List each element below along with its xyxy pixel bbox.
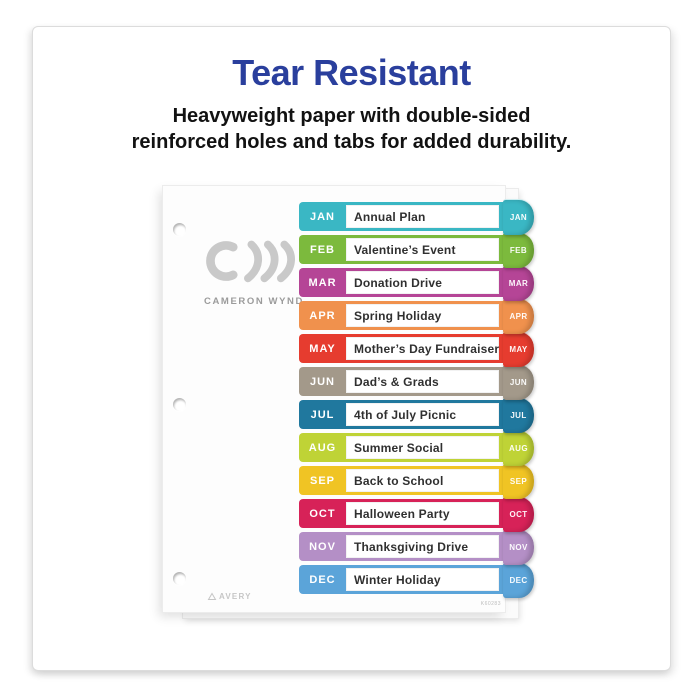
month-side-tab: APR: [503, 298, 534, 334]
month-row-bar: JAN Annual Plan: [299, 202, 505, 231]
month-side-tab: NOV: [503, 529, 534, 565]
month-row-bar: APR Spring Holiday: [299, 301, 505, 330]
month-row: OCT Halloween Party OCT: [299, 496, 534, 532]
month-abbr-label: DEC: [309, 573, 336, 586]
month-abbr-label: APR: [309, 309, 336, 322]
month-side-tab: JAN: [503, 199, 534, 235]
fine-print-code: K60283: [480, 601, 501, 607]
month-abbr-label: JAN: [309, 210, 335, 223]
cameron-wynd-logo: CAMERON WYND: [195, 238, 313, 307]
tab-month-label: JUN: [509, 378, 528, 387]
month-entry-label: Halloween Party: [346, 502, 499, 525]
avery-triangle-icon: [207, 592, 217, 600]
month-entry-label: Dad’s & Grads: [346, 370, 499, 393]
month-abbr-label: AUG: [308, 441, 337, 454]
month-entry-label: Mother’s Day Fundraiser: [346, 337, 499, 360]
month-row: AUG Summer Social AUG: [299, 430, 534, 466]
month-row-bar: NOV Thanksgiving Drive: [299, 532, 505, 561]
punch-hole-top: [173, 223, 186, 236]
month-rows: JAN Annual Plan JAN FEB Valentine’s Even…: [299, 199, 534, 598]
avery-logo: AVERY: [207, 592, 252, 601]
tab-month-label: FEB: [509, 246, 528, 255]
month-row-bar: JUN Dad’s & Grads: [299, 367, 505, 396]
punch-hole-middle: [173, 398, 186, 411]
month-side-tab: MAY: [503, 331, 534, 367]
month-entry-label: Back to School: [346, 469, 499, 492]
tab-month-label: NOV: [509, 543, 528, 552]
month-row: JUL 4th of July Picnic JUL: [299, 397, 534, 433]
tab-month-label: MAY: [509, 345, 528, 354]
month-entry-label: Spring Holiday: [346, 304, 499, 327]
month-row-bar: SEP Back to School: [299, 466, 505, 495]
tab-month-label: APR: [509, 312, 528, 321]
tab-month-label: JUL: [510, 411, 527, 420]
month-abbr-label: NOV: [309, 540, 336, 553]
tab-month-label: MAR: [508, 279, 529, 288]
month-row: NOV Thanksgiving Drive NOV: [299, 529, 534, 565]
tab-month-label: DEC: [509, 576, 528, 585]
month-row: APR Spring Holiday APR: [299, 298, 534, 334]
month-side-tab: JUL: [503, 397, 534, 433]
month-abbr-label: SEP: [309, 474, 335, 487]
page-title: Tear Resistant: [232, 52, 471, 93]
tab-month-label: SEP: [509, 477, 528, 486]
cameron-wynd-monogram-icon: [206, 240, 295, 283]
brand-name-label: CAMERON WYND: [204, 296, 304, 307]
month-side-tab: SEP: [503, 463, 534, 499]
month-row-bar: OCT Halloween Party: [299, 499, 505, 528]
month-row: MAY Mother’s Day Fundraiser MAY: [299, 331, 534, 367]
month-row-bar: JUL 4th of July Picnic: [299, 400, 505, 429]
page-subtitle: Heavyweight paper with double-sided rein…: [33, 103, 670, 156]
month-row: SEP Back to School SEP: [299, 463, 534, 499]
month-side-tab: MAR: [503, 265, 534, 301]
tab-month-label: OCT: [509, 510, 528, 519]
month-entry-label: Annual Plan: [346, 205, 499, 228]
month-row-bar: DEC Winter Holiday: [299, 565, 505, 594]
month-entry-label: Thanksgiving Drive: [346, 535, 499, 558]
month-row: DEC Winter Holiday DEC: [299, 562, 534, 598]
month-row-bar: MAY Mother’s Day Fundraiser: [299, 334, 505, 363]
divider-sheet: CAMERON WYND JAN Annual Plan JAN FEB Val…: [163, 186, 534, 612]
month-row: JAN Annual Plan JAN: [299, 199, 534, 235]
punch-hole-bottom: [173, 572, 186, 585]
month-side-tab: DEC: [503, 562, 534, 598]
month-abbr-label: OCT: [309, 507, 336, 520]
month-abbr-label: MAR: [308, 276, 337, 289]
avery-logo-label: AVERY: [219, 592, 252, 601]
month-row-bar: FEB Valentine’s Event: [299, 235, 505, 264]
subtitle-line-1: Heavyweight paper with double-sided: [172, 105, 531, 127]
tab-month-label: JAN: [509, 213, 528, 222]
month-row: JUN Dad’s & Grads JUN: [299, 364, 534, 400]
month-abbr-label: JUN: [309, 375, 335, 388]
month-side-tab: FEB: [503, 232, 534, 268]
month-side-tab: AUG: [503, 430, 534, 466]
month-row-bar: MAR Donation Drive: [299, 268, 505, 297]
month-abbr-label: FEB: [310, 243, 335, 256]
month-abbr-label: MAY: [309, 342, 336, 355]
subtitle-line-2: reinforced holes and tabs for added dura…: [131, 131, 572, 154]
month-row: MAR Donation Drive MAR: [299, 265, 534, 301]
month-row: FEB Valentine’s Event FEB: [299, 232, 534, 268]
month-entry-label: Valentine’s Event: [346, 238, 499, 261]
month-abbr-label: JUL: [310, 408, 335, 421]
month-side-tab: OCT: [503, 496, 534, 532]
month-entry-label: Summer Social: [346, 436, 499, 459]
month-entry-label: Donation Drive: [346, 271, 499, 294]
image-frame: Tear Resistant Heavyweight paper with do…: [32, 26, 671, 671]
month-entry-label: Winter Holiday: [346, 568, 499, 591]
month-row-bar: AUG Summer Social: [299, 433, 505, 462]
tab-month-label: AUG: [509, 444, 528, 453]
month-entry-label: 4th of July Picnic: [346, 403, 499, 426]
month-side-tab: JUN: [503, 364, 534, 400]
